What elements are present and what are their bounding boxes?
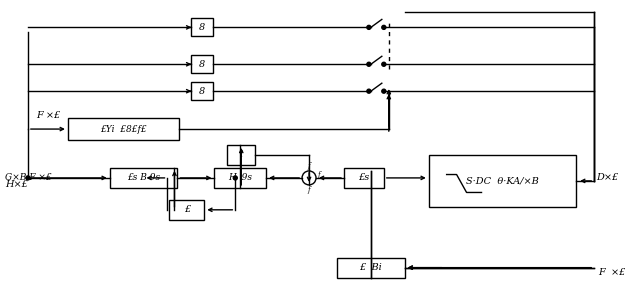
Text: H×£: H×£ <box>5 180 28 189</box>
Text: £  Bi: £ Bi <box>360 263 382 272</box>
FancyBboxPatch shape <box>170 200 204 220</box>
Text: D×£: D×£ <box>596 173 618 182</box>
Text: i: i <box>240 151 243 160</box>
Text: S·DC  θ·KA/×B: S·DC θ·KA/×B <box>466 176 539 185</box>
Text: 8: 8 <box>199 23 206 32</box>
Text: f: f <box>308 162 310 170</box>
Text: H  9s: H 9s <box>228 173 252 182</box>
Circle shape <box>382 62 386 66</box>
Circle shape <box>367 62 371 66</box>
Text: G×B F ×£: G×B F ×£ <box>5 173 52 182</box>
FancyBboxPatch shape <box>191 55 213 73</box>
Text: 8: 8 <box>199 60 206 69</box>
Circle shape <box>367 26 371 29</box>
FancyBboxPatch shape <box>215 168 266 188</box>
Text: 8: 8 <box>199 87 206 96</box>
Text: f: f <box>308 186 310 194</box>
FancyBboxPatch shape <box>191 18 213 36</box>
FancyBboxPatch shape <box>110 168 177 188</box>
Circle shape <box>382 89 386 93</box>
FancyBboxPatch shape <box>428 155 576 207</box>
Circle shape <box>382 26 386 29</box>
Text: £Yi  £8£f£: £Yi £8£f£ <box>100 124 147 134</box>
Circle shape <box>302 171 316 185</box>
Text: f: f <box>317 171 320 179</box>
Text: £s: £s <box>358 173 370 182</box>
Text: £s B 9s: £s B 9s <box>127 173 160 182</box>
FancyBboxPatch shape <box>227 145 255 165</box>
Circle shape <box>233 176 237 180</box>
Circle shape <box>26 176 30 180</box>
FancyBboxPatch shape <box>337 258 404 278</box>
Text: £: £ <box>184 205 190 214</box>
Text: F  ×£: F ×£ <box>598 268 625 277</box>
FancyBboxPatch shape <box>344 168 384 188</box>
FancyBboxPatch shape <box>191 82 213 100</box>
Text: F ×£: F ×£ <box>36 111 60 120</box>
Circle shape <box>367 89 371 93</box>
FancyBboxPatch shape <box>68 118 179 140</box>
